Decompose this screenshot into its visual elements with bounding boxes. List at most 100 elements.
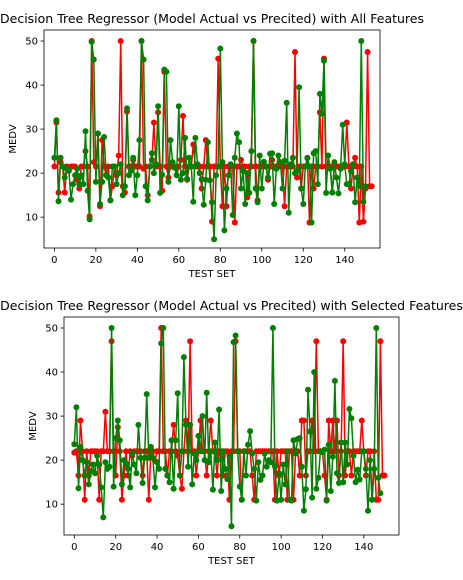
data-point [105, 163, 112, 170]
data-point [350, 161, 356, 168]
data-point [352, 199, 359, 206]
data-point [195, 432, 202, 439]
x-tick-label: 60 [192, 542, 205, 553]
y-tick-label: 40 [45, 368, 58, 379]
data-point [354, 174, 361, 181]
series-green [51, 38, 369, 243]
data-point [362, 183, 369, 190]
data-point [154, 459, 161, 466]
data-point [167, 137, 174, 144]
data-point [136, 137, 143, 144]
data-point [358, 417, 365, 424]
data-point [170, 421, 177, 428]
data-point [236, 483, 243, 490]
data-point [289, 154, 296, 161]
data-point [335, 190, 342, 197]
data-point [250, 38, 257, 44]
data-point [145, 454, 152, 461]
data-point [263, 463, 270, 470]
data-point [142, 183, 149, 190]
data-point [258, 185, 265, 192]
plot-frame [63, 316, 400, 536]
data-point [102, 459, 109, 466]
data-point [287, 161, 294, 168]
data-point [94, 452, 101, 459]
data-point [203, 472, 210, 479]
data-point [321, 446, 328, 453]
data-point [294, 167, 300, 174]
data-point [80, 181, 87, 188]
data-point [256, 152, 263, 159]
data-point [238, 496, 245, 503]
data-point [123, 448, 129, 455]
data-point [307, 428, 314, 435]
data-point [117, 161, 124, 168]
data-point [85, 481, 92, 488]
data-point [214, 457, 220, 464]
data-point [225, 172, 232, 179]
data-point [57, 154, 64, 161]
data-point [163, 68, 170, 75]
data-point [123, 460, 129, 467]
data-point [223, 185, 230, 192]
data-point [61, 189, 68, 196]
data-point [153, 161, 159, 168]
x-axis-label: TEST SET [207, 556, 256, 567]
data-point [273, 165, 280, 172]
data-point [296, 435, 303, 442]
data-point [360, 198, 367, 205]
data-point [377, 490, 384, 497]
data-point [222, 465, 229, 472]
data-point [255, 459, 262, 466]
y-tick-label: 20 [25, 169, 38, 180]
data-point [96, 461, 103, 468]
data-point [308, 219, 315, 226]
data-point [377, 338, 384, 345]
data-point [165, 178, 172, 185]
data-point [178, 448, 185, 455]
data-point [373, 325, 380, 331]
data-point [92, 178, 99, 185]
data-point [191, 450, 198, 457]
data-point [302, 486, 309, 493]
data-point [360, 448, 367, 455]
y-tick-label: 30 [45, 412, 58, 423]
data-point [148, 150, 155, 157]
data-point [285, 209, 292, 216]
data-point [244, 170, 251, 177]
data-point [72, 172, 79, 179]
x-tick-label: 20 [109, 542, 122, 553]
x-tick-label: 140 [354, 542, 373, 553]
data-point [75, 485, 82, 492]
data-point [318, 110, 325, 117]
data-point [115, 170, 122, 177]
data-point [111, 163, 118, 170]
data-point [102, 408, 109, 415]
data-point [71, 441, 78, 448]
data-point [242, 201, 249, 207]
data-point [211, 236, 218, 243]
data-point [233, 130, 240, 137]
y-tick-label: 50 [45, 324, 58, 335]
data-point [121, 183, 128, 190]
x-tick-label: 60 [172, 255, 185, 266]
data-point [292, 49, 298, 55]
data-point [348, 167, 354, 174]
data-point [86, 216, 93, 223]
data-point [341, 161, 348, 168]
data-point [84, 187, 91, 194]
data-point [311, 369, 318, 376]
data-point [99, 178, 106, 185]
data-point [367, 457, 373, 464]
data-point [207, 417, 214, 424]
data-point [180, 170, 186, 177]
data-point [128, 167, 135, 174]
data-point [203, 389, 210, 396]
data-point [74, 165, 81, 172]
data-point [249, 472, 256, 479]
data-point [180, 112, 186, 119]
data-point [193, 457, 200, 464]
data-point [259, 472, 266, 479]
data-point [238, 185, 244, 192]
